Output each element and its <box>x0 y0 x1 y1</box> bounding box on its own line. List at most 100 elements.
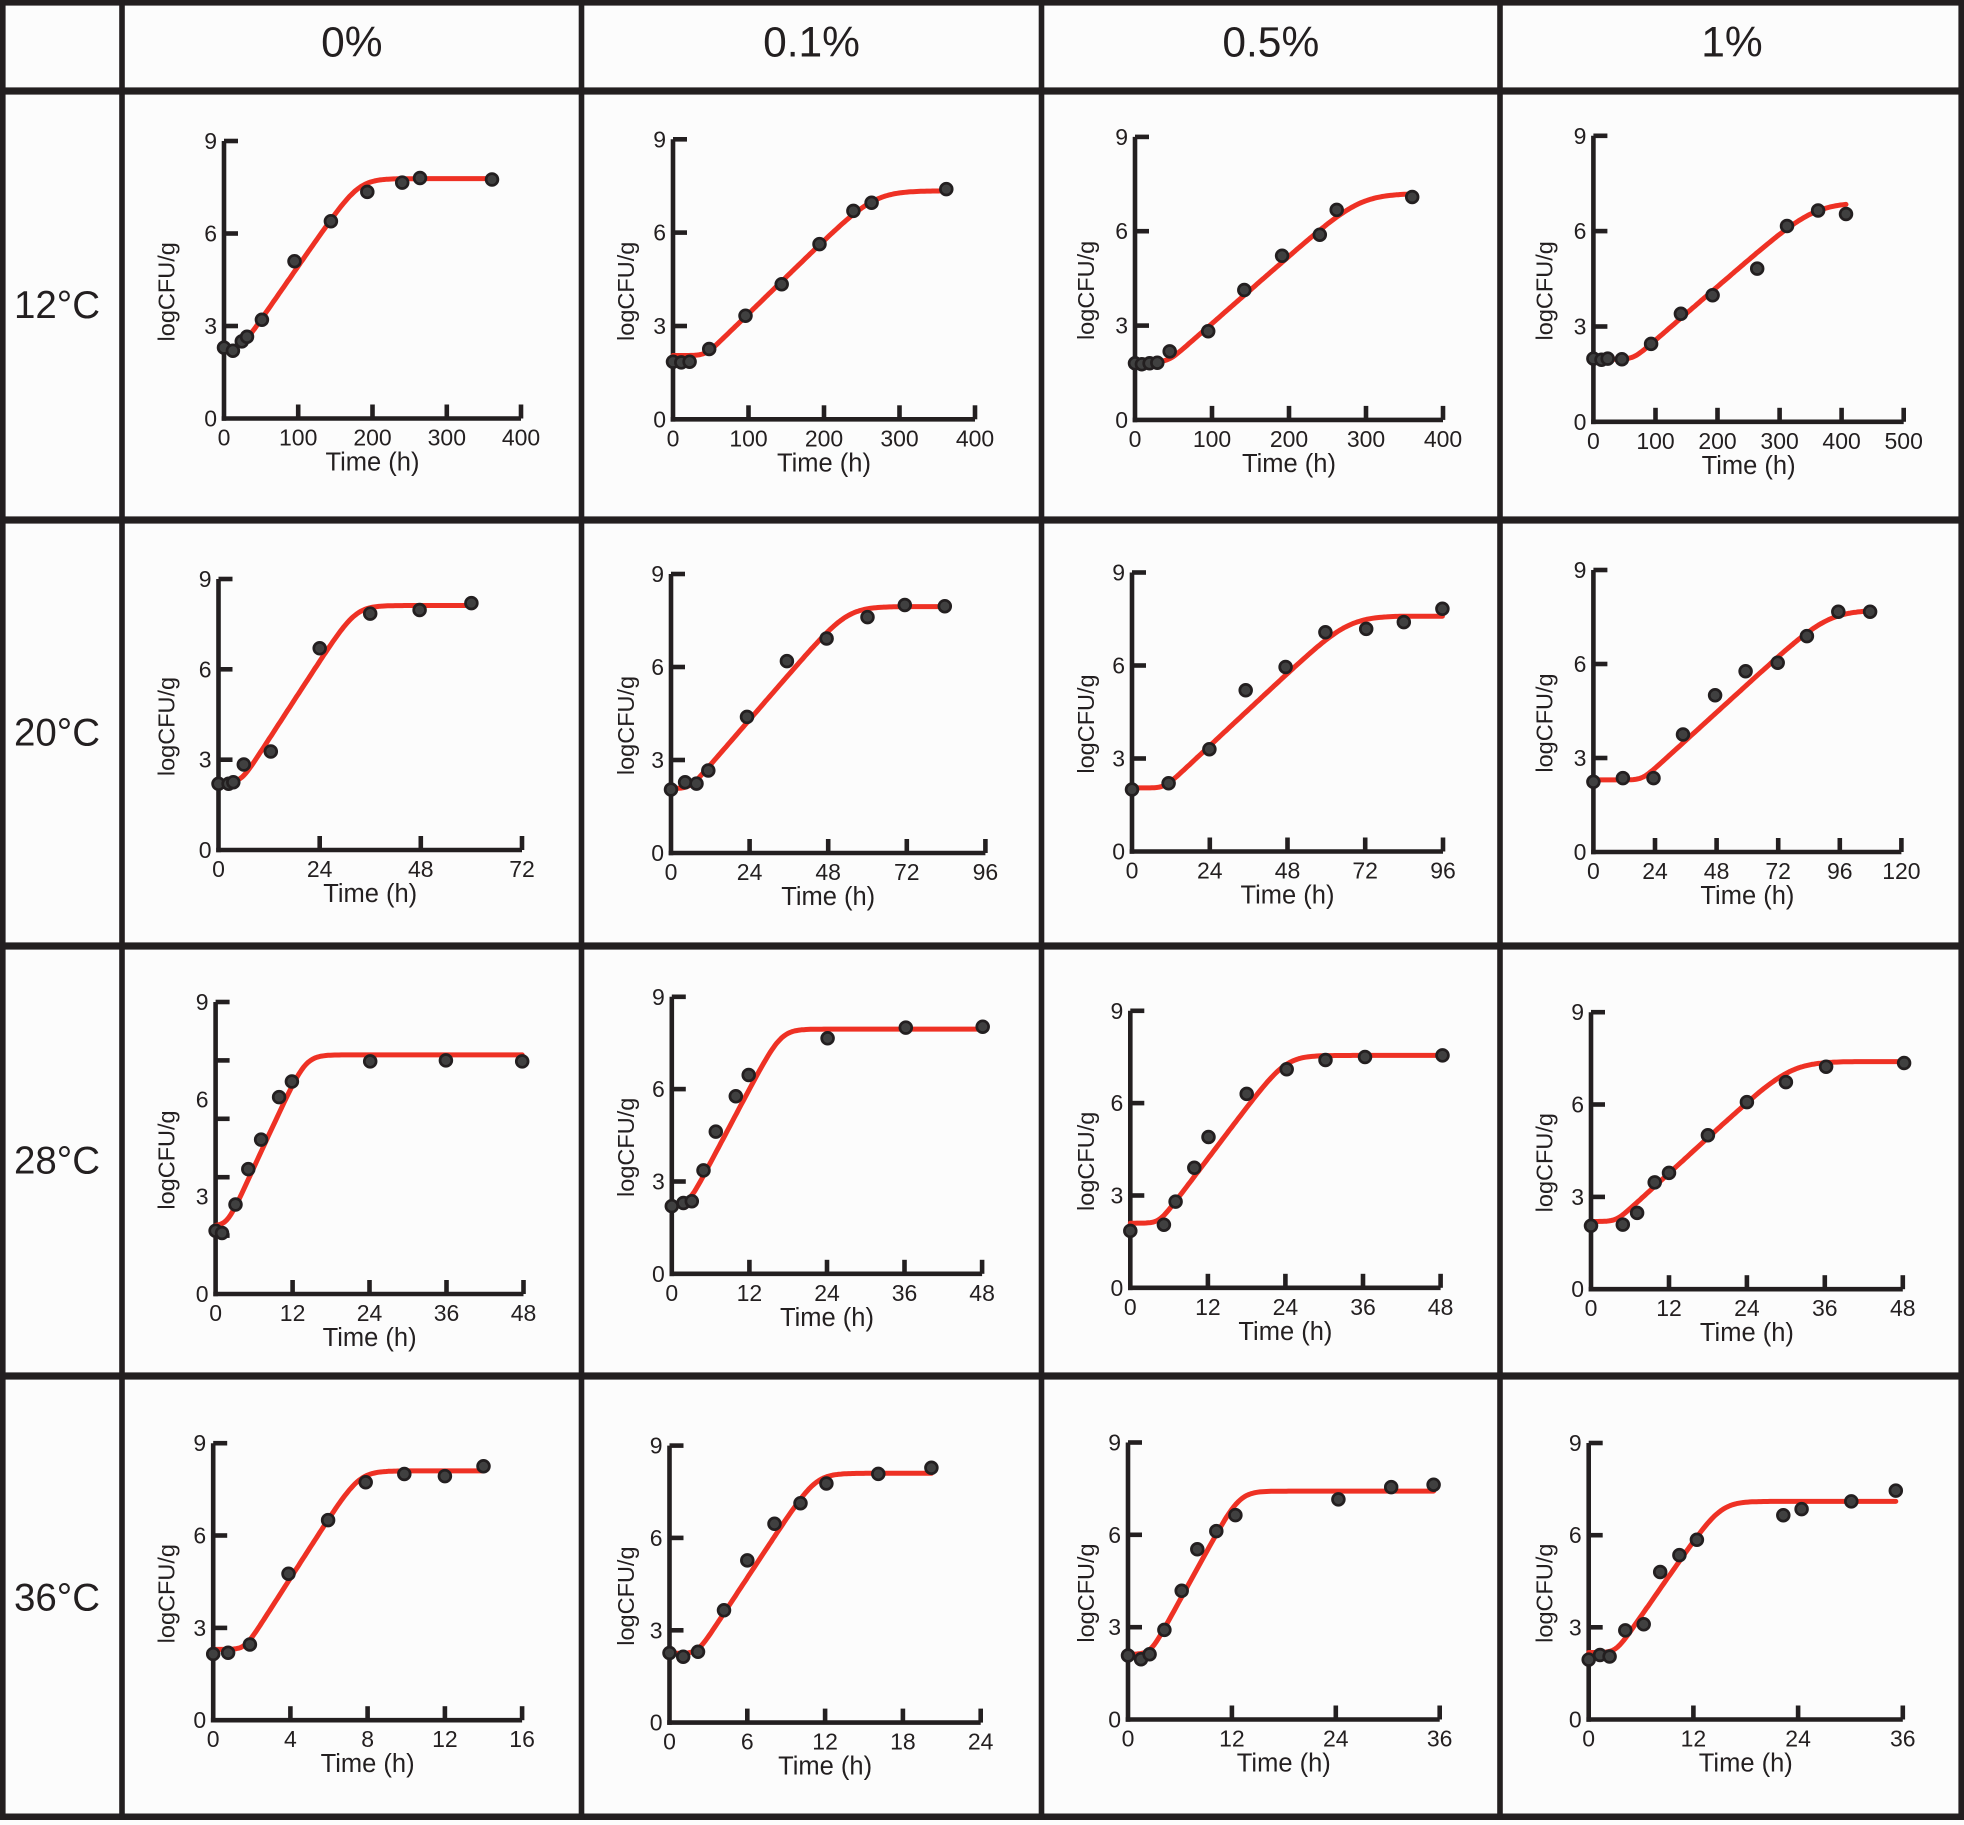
svg-text:6: 6 <box>1115 218 1128 244</box>
svg-text:300: 300 <box>880 425 918 451</box>
svg-text:6: 6 <box>204 221 217 247</box>
svg-text:3: 3 <box>196 1184 209 1210</box>
svg-text:300: 300 <box>428 425 466 451</box>
svg-text:0: 0 <box>665 1280 678 1306</box>
svg-text:3: 3 <box>204 313 217 339</box>
svg-text:3: 3 <box>1574 314 1587 340</box>
svg-text:0.5%: 0.5% <box>1222 20 1319 67</box>
svg-text:logCFU/g: logCFU/g <box>613 1546 639 1645</box>
svg-text:12: 12 <box>1681 1726 1707 1752</box>
svg-text:12: 12 <box>812 1729 838 1755</box>
svg-text:96: 96 <box>973 859 999 885</box>
svg-text:28°C: 28°C <box>14 1140 100 1183</box>
svg-text:200: 200 <box>353 425 391 451</box>
svg-text:0: 0 <box>650 1710 663 1736</box>
svg-text:6: 6 <box>193 1523 206 1549</box>
svg-text:9: 9 <box>1112 560 1125 586</box>
svg-text:6: 6 <box>1574 651 1587 677</box>
svg-text:3: 3 <box>199 747 212 773</box>
svg-text:24: 24 <box>1642 858 1668 884</box>
svg-text:0: 0 <box>1569 1707 1582 1733</box>
svg-text:9: 9 <box>196 989 209 1015</box>
svg-text:6: 6 <box>1569 1522 1582 1548</box>
svg-text:4: 4 <box>284 1726 297 1752</box>
svg-text:0: 0 <box>212 856 225 882</box>
svg-text:6: 6 <box>1574 218 1587 244</box>
svg-text:logCFU/g: logCFU/g <box>154 1110 180 1209</box>
svg-text:logCFU/g: logCFU/g <box>613 1098 639 1197</box>
svg-text:72: 72 <box>1765 858 1791 884</box>
svg-text:Time (h): Time (h) <box>323 1324 417 1352</box>
svg-text:48: 48 <box>1704 858 1730 884</box>
svg-text:0: 0 <box>1111 1275 1124 1301</box>
svg-text:1%: 1% <box>1701 20 1762 67</box>
svg-text:48: 48 <box>815 859 841 885</box>
svg-text:0: 0 <box>1126 858 1139 884</box>
svg-text:24: 24 <box>1785 1726 1811 1752</box>
svg-text:0: 0 <box>1587 428 1600 454</box>
svg-text:3: 3 <box>193 1615 206 1641</box>
svg-text:logCFU/g: logCFU/g <box>154 242 180 341</box>
svg-text:36: 36 <box>1890 1726 1916 1752</box>
svg-text:6: 6 <box>741 1729 754 1755</box>
svg-text:0: 0 <box>1574 839 1587 865</box>
svg-text:0: 0 <box>1112 839 1125 865</box>
svg-text:Time (h): Time (h) <box>1241 882 1335 910</box>
svg-text:20°C: 20°C <box>14 712 100 755</box>
svg-text:12: 12 <box>1219 1726 1245 1752</box>
svg-text:Time (h): Time (h) <box>781 883 875 911</box>
svg-text:500: 500 <box>1885 428 1923 454</box>
svg-text:0: 0 <box>653 406 666 432</box>
svg-text:9: 9 <box>652 984 665 1010</box>
svg-text:72: 72 <box>1352 858 1378 884</box>
svg-text:logCFU/g: logCFU/g <box>613 242 639 341</box>
svg-text:12: 12 <box>737 1280 763 1306</box>
svg-text:6: 6 <box>1112 653 1125 679</box>
svg-text:3: 3 <box>652 1169 665 1195</box>
svg-text:24: 24 <box>1273 1294 1299 1320</box>
svg-text:6: 6 <box>1571 1092 1584 1118</box>
svg-text:0: 0 <box>663 1729 676 1755</box>
svg-text:logCFU/g: logCFU/g <box>1073 1112 1099 1211</box>
svg-text:6: 6 <box>650 1525 663 1551</box>
svg-text:6: 6 <box>1108 1522 1121 1548</box>
svg-text:Time (h): Time (h) <box>323 880 417 908</box>
svg-text:16: 16 <box>509 1726 535 1752</box>
svg-text:0: 0 <box>667 425 680 451</box>
svg-text:120: 120 <box>1882 858 1920 884</box>
svg-text:logCFU/g: logCFU/g <box>1532 1544 1558 1643</box>
svg-text:24: 24 <box>357 1300 383 1326</box>
svg-text:0: 0 <box>1587 858 1600 884</box>
svg-text:96: 96 <box>1430 858 1456 884</box>
svg-text:0: 0 <box>1108 1707 1121 1733</box>
svg-text:0: 0 <box>1571 1276 1584 1302</box>
svg-text:12: 12 <box>432 1726 458 1752</box>
svg-text:3: 3 <box>1574 745 1587 771</box>
svg-text:36: 36 <box>1812 1295 1838 1321</box>
svg-text:Time (h): Time (h) <box>1699 1750 1793 1778</box>
svg-text:0: 0 <box>1129 426 1142 452</box>
svg-text:400: 400 <box>502 425 540 451</box>
svg-text:24: 24 <box>307 856 333 882</box>
svg-text:Time (h): Time (h) <box>326 449 420 477</box>
svg-text:9: 9 <box>1571 999 1584 1025</box>
svg-text:96: 96 <box>1827 858 1853 884</box>
svg-text:200: 200 <box>1698 428 1736 454</box>
svg-text:9: 9 <box>651 561 664 587</box>
svg-text:Time (h): Time (h) <box>1242 450 1336 478</box>
svg-text:400: 400 <box>1822 428 1860 454</box>
svg-text:logCFU/g: logCFU/g <box>154 1544 180 1643</box>
svg-text:400: 400 <box>1424 426 1462 452</box>
svg-text:24: 24 <box>1734 1295 1760 1321</box>
svg-text:36: 36 <box>892 1280 918 1306</box>
svg-text:8: 8 <box>361 1726 374 1752</box>
svg-text:0: 0 <box>204 406 217 432</box>
svg-text:0%: 0% <box>321 20 382 67</box>
svg-text:12: 12 <box>280 1300 306 1326</box>
svg-text:Time (h): Time (h) <box>1700 1319 1794 1347</box>
svg-text:100: 100 <box>729 425 767 451</box>
svg-text:3: 3 <box>1111 1183 1124 1209</box>
svg-text:0: 0 <box>1585 1295 1598 1321</box>
svg-text:24: 24 <box>968 1729 994 1755</box>
svg-text:300: 300 <box>1347 426 1385 452</box>
